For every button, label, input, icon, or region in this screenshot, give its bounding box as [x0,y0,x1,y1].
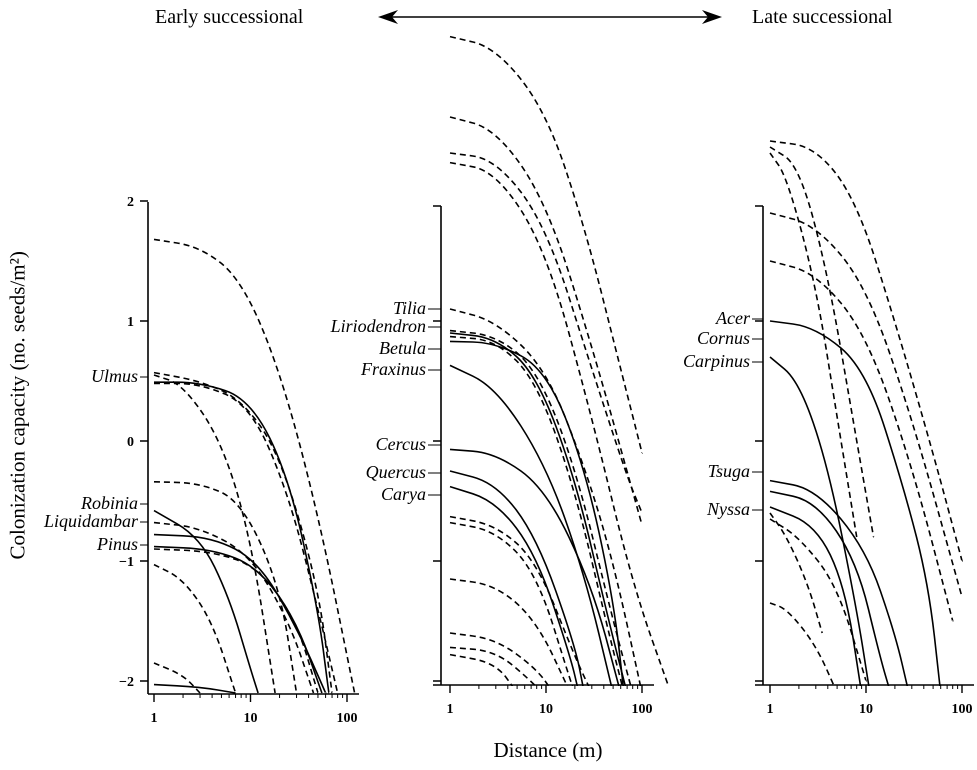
series-line-dashed [153,238,356,694]
y-tick-label: −1 [119,555,134,570]
species-label: Carya [381,484,426,504]
species-label: Nyssa [706,499,750,519]
series-line-solid [769,506,862,686]
series-line-dashed [449,521,574,686]
series-line-dashed [154,382,339,694]
series-line-dashed [449,515,590,686]
x-tick-label: 10 [539,702,553,717]
series-line-dashed [153,521,315,694]
species-label: Cornus [697,328,750,348]
species-label: Liriodendron [330,316,426,336]
y-tick-label: 2 [127,195,134,210]
series-line-dashed [153,374,276,694]
late-successional-label: Late successional [752,6,893,28]
x-tick-label: 1 [447,702,454,717]
series-line-solid [769,320,941,686]
series-line-dashed [769,602,835,686]
series-line-dashed [769,212,963,598]
series-line-solid [153,545,323,694]
series-line-dashed [769,512,823,634]
species-label: Tsuga [708,461,750,481]
species-label: Betula [379,338,426,358]
panel-early: 210−1−21 10 100UlmusRobiniaLiquidambarPinu… [43,195,359,726]
early-successional-label: Early successional [155,6,304,28]
x-tick-label: 1 [767,702,774,717]
y-tick-label: −2 [119,675,134,690]
series-line-solid [769,356,870,686]
x-tick-label: 1 [151,711,158,726]
series-line-dashed [769,146,875,538]
x-tick-label: 10 [244,711,258,726]
succession-arrow [378,10,722,24]
series-line-dashed [153,481,298,694]
series-line-solid [449,364,613,686]
series-line-dashed [449,329,632,686]
series-line-dashed [449,35,643,454]
series-line-dashed [769,140,963,562]
series-line-solid [769,490,890,686]
x-tick-label: 100 [632,702,653,717]
species-label: Quercus [366,462,426,482]
y-tick-label: 1 [127,315,134,330]
series-line-solid [449,340,625,686]
series-line-dashed [449,646,537,686]
curves-early [153,238,356,694]
species-label: Liquidambar [43,511,139,531]
species-label: Robinia [80,493,138,513]
curves-middle [449,35,670,686]
series-line-dashed [449,578,569,686]
species-label: Tilia [393,298,426,318]
species-label: Ulmus [91,366,138,386]
species-label: Pinus [96,534,138,554]
series-line-dashed [449,632,550,686]
species-label: Fraxinus [360,359,426,379]
series-line-solid [153,533,327,694]
species-label: Cercus [376,434,426,454]
y-tick-label: 0 [127,435,134,450]
series-line-dashed [769,518,867,682]
series-line-solid [153,683,236,694]
series-line-dashed [153,563,237,694]
series-line-dashed [449,308,642,686]
x-tick-label: 100 [952,702,973,717]
x-tick-label: 100 [337,711,358,726]
series-line-solid [449,448,620,686]
series-line-solid [449,485,579,686]
curves-late [769,140,963,686]
series-line-dashed [153,548,319,694]
series-line-dashed [769,260,954,622]
series-line-dashed [449,116,643,526]
x-tick-label: 10 [859,702,873,717]
series-line-dashed [449,335,624,686]
series-line-solid [153,381,330,694]
series-line-solid [449,470,584,686]
series-line-dashed [449,161,670,686]
x-axis-label: Distance (m) [493,738,603,762]
series-line-dashed [449,653,514,686]
series-line-dashed [449,152,643,514]
series-line-solid [153,509,259,694]
species-label: Acer [715,308,751,328]
species-label: Carpinus [683,351,750,371]
series-line-solid [449,332,627,686]
series-line-solid [769,479,909,686]
series-line-dashed [153,662,201,694]
series-line-dashed [769,152,858,538]
